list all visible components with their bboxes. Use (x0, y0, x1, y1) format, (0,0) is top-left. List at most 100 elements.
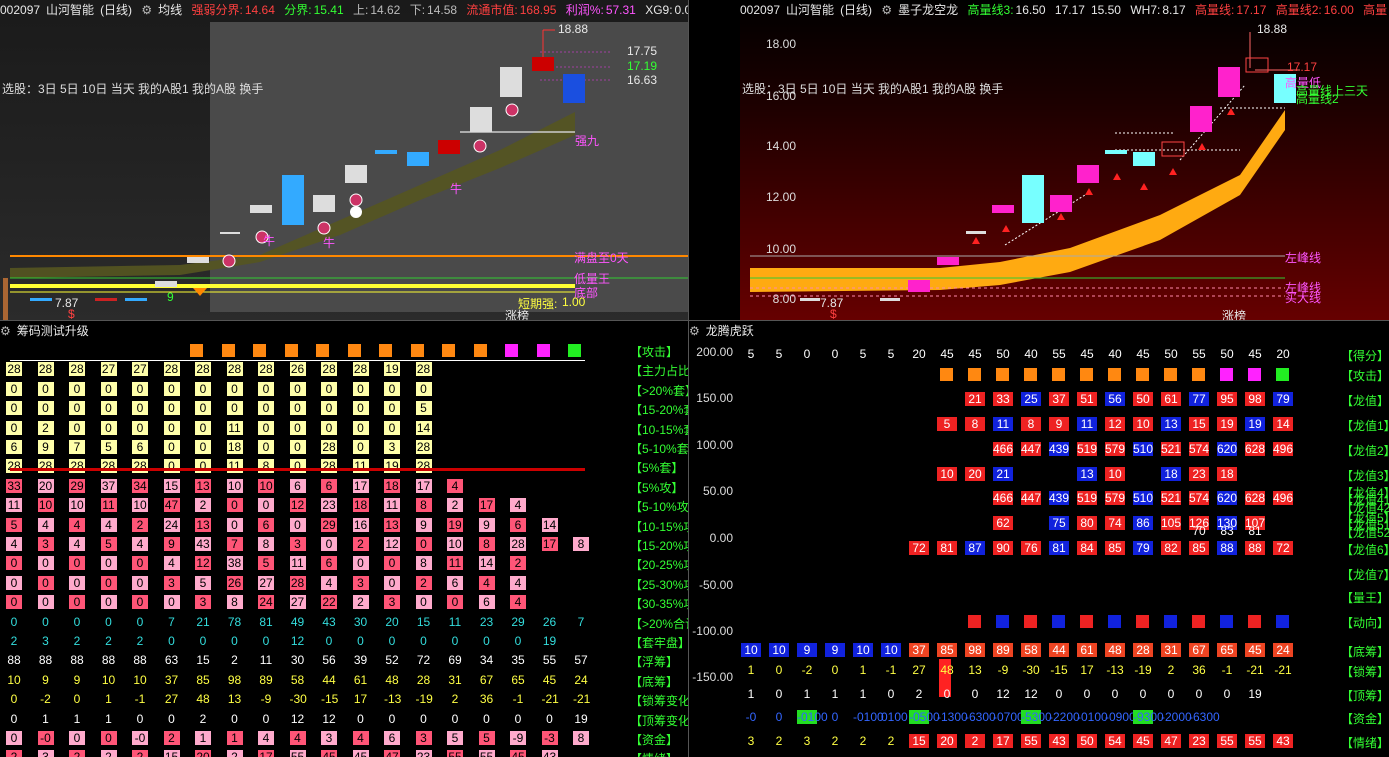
dichou-cell: 24 (1273, 643, 1293, 657)
chip-cell: 10 (133, 672, 147, 687)
attack-square (284, 344, 298, 357)
chip-cell: 0 (195, 401, 211, 416)
longzhi5-cell: 86 (1133, 516, 1153, 530)
chip-cell: 43 (541, 750, 558, 757)
chip-cell: 4 (510, 575, 526, 590)
chip-cell: 0 (321, 537, 337, 551)
chip-cell: 0 (357, 711, 364, 726)
longzhi4-cell: 510 (1133, 491, 1154, 505)
chip-cell: 2 (132, 517, 148, 532)
chip-cell: 0 (483, 711, 490, 726)
chip-cell: 0 (514, 634, 522, 648)
qingxu-cell: 55 (1021, 734, 1041, 748)
chip-row-label: 【10-15%套】 (630, 422, 688, 437)
chip-cell: 13 (384, 517, 400, 532)
chip-cell: 11 (6, 498, 22, 513)
qingxu-cell: 50 (1077, 734, 1097, 748)
longzhi1-cell: 11 (1077, 417, 1097, 431)
stock-selector[interactable]: 选股：3日 5日 10日 当天 我的A股1 我的A股 换手 (2, 82, 264, 96)
attack-square (253, 344, 266, 357)
longzhi1-cell: 19 (1217, 417, 1237, 431)
longzhi5-cell: 75 (1049, 516, 1069, 530)
chip-cell: 10 (7, 672, 21, 687)
chip-cell: 17 (353, 692, 368, 707)
chip-cell: 0 (415, 595, 432, 610)
chip-cell: 4 (132, 537, 148, 551)
left-kline-panel[interactable]: 002097 山河智能 (日线) ⚙ 均线 强弱分界: 14.64 分界: 15.41 上… (0, 0, 688, 321)
settings-icon[interactable]: ⚙ (689, 324, 700, 338)
chip-cell: 18 (352, 498, 369, 513)
panel-title[interactable]: 筹码测试升级 (16, 324, 89, 338)
horizontal-divider[interactable] (0, 320, 1389, 321)
settings-icon[interactable]: ⚙ (881, 3, 893, 17)
panel-title[interactable]: 龙腾虎跃 (705, 324, 754, 338)
price-low: 7.87 (820, 296, 844, 310)
longzhi3-cell: 18 (1161, 467, 1181, 481)
chip-cell: 36 (479, 692, 494, 707)
chip-cell: 0 (195, 381, 211, 396)
dingchou-cell: 0 (1083, 687, 1091, 701)
dingchou-cell: 0 (775, 687, 783, 701)
chip-row-label: 【20-25%攻】 (630, 558, 688, 573)
settings-icon[interactable]: ⚙ (141, 3, 153, 17)
dragon-panel[interactable]: ⚙ 龙腾虎跃 200.00 150.00 100.00 50.00 0.00 -5… (689, 321, 1389, 757)
chip-cell: 0 (163, 459, 180, 474)
longzhi3-cell: 18 (1217, 467, 1237, 481)
chip-cell: 0 (321, 401, 337, 416)
chip-cell: 2 (163, 731, 180, 745)
dichou-cell: 44 (1049, 643, 1069, 657)
qingxu-cell: 47 (1161, 734, 1181, 748)
chip-cell: 0 (37, 556, 54, 571)
longzhi4-cell: 439 (1049, 491, 1070, 505)
chip-cell: 47 (163, 498, 180, 513)
qingxu-cell: 2 (887, 734, 895, 748)
chip-cell: 45 (352, 750, 369, 757)
settings-icon[interactable]: ⚙ (0, 324, 11, 338)
longzhi2-cell: 620 (1217, 442, 1238, 456)
chip-cell: 0 (325, 634, 333, 648)
vertical-divider[interactable] (688, 0, 689, 757)
chip-cell: 28 (226, 362, 243, 377)
longzhi4-cell: 496 (1273, 491, 1294, 505)
chip-cell: 3 (384, 595, 400, 610)
chip-cell: 4 (510, 498, 526, 513)
stock-name: 山河智能 (46, 3, 95, 17)
chip-cell: 28 (132, 459, 148, 474)
chip-cell: 11 (448, 614, 462, 629)
zijin-cell: -6300 (965, 710, 996, 724)
chip-cell: 0 (384, 381, 400, 396)
stock-selector[interactable]: 选股：3日 5日 10日 当天 我的A股1 我的A股 换手 (742, 82, 1004, 96)
row-separator (10, 468, 585, 471)
longzhi5-cell: 74 (1105, 516, 1125, 530)
dichou-cell: 28 (1133, 643, 1153, 657)
chip-cell: 1 (73, 711, 81, 726)
longzhi5b-cell: 81 (1248, 524, 1262, 538)
chip-cell: 2 (451, 692, 459, 707)
f2-val: 15.41 (313, 3, 344, 17)
qingxu-cell: 17 (993, 734, 1013, 748)
tag-2: 买大线 (1285, 291, 1322, 305)
attack-square (1276, 368, 1289, 381)
chip-cell: 58 (290, 672, 305, 687)
chip-cell: 5 (195, 575, 211, 590)
dragon-row-label: 【龙值51】 (1341, 518, 1389, 532)
longzhi1-cell: 8 (965, 417, 985, 431)
chip-test-panel[interactable]: ⚙筹码测试升级 【攻击】【主力占比】2828282727282828282628… (0, 321, 688, 757)
zijin-cell: -0500 (909, 710, 940, 724)
chip-cell: 12 (195, 556, 211, 571)
chip-cell: 28 (289, 575, 306, 590)
indicator-name[interactable]: 均线 (158, 3, 183, 17)
chip-cell: 4 (352, 731, 369, 745)
chip-cell: 24 (258, 595, 274, 610)
chip-cell: 37 (164, 672, 179, 687)
indicator-name[interactable]: 墨子龙空龙 (898, 3, 959, 17)
chip-cell: 0 (388, 711, 396, 726)
score-cell: 45 (1080, 347, 1094, 361)
chip-cell: 6 (132, 440, 148, 454)
chip-cell: 0 (6, 401, 22, 416)
chip-cell: 13 (227, 692, 242, 707)
chip-cell: 9 (42, 672, 49, 687)
chip-cell: 0 (226, 401, 243, 416)
right-kline-panel[interactable]: 002097 山河智能 (日线) ⚙ 墨子龙空龙 高量线3: 16.50 17.17 15… (740, 0, 1389, 321)
chip-cell: 11 (352, 459, 369, 474)
